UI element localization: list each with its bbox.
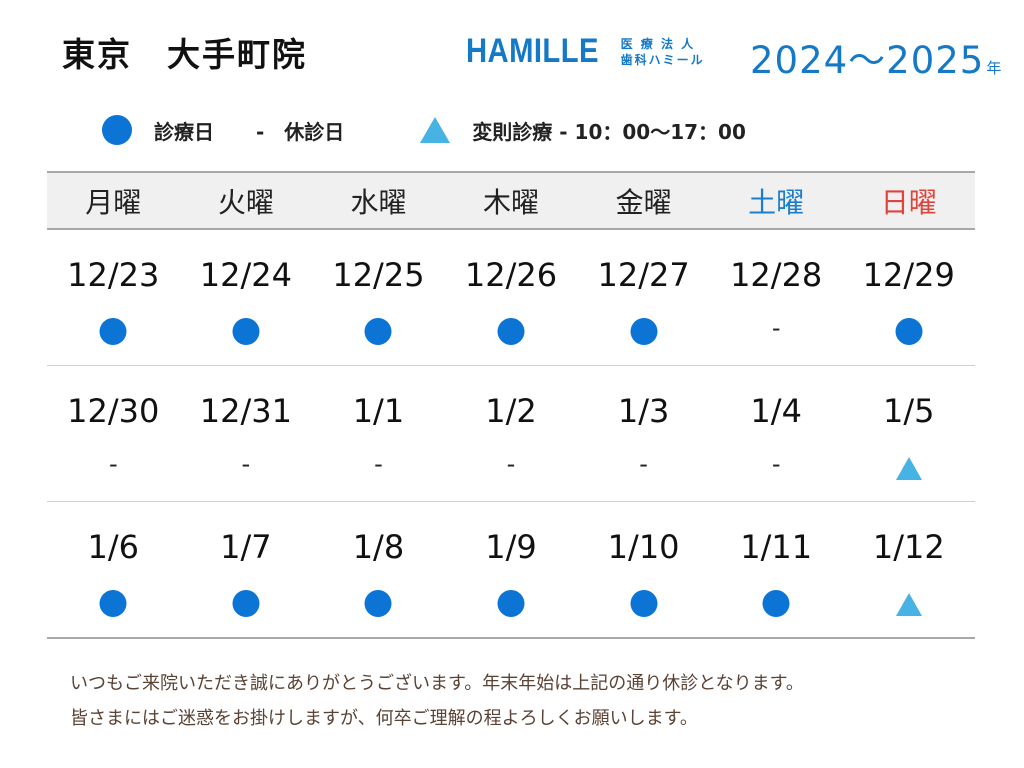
day-cell: 12/25	[312, 230, 445, 365]
holiday-calendar: 月曜 火曜 水曜 木曜 金曜 土曜 日曜 12/23 12/24 12/25 12/2…	[47, 171, 975, 639]
year-range-text: 2024～2025	[750, 39, 985, 82]
weekday-thu: 木曜	[483, 185, 540, 219]
legend-special-label: 変則診療 - 10：00～17：00	[472, 119, 746, 144]
day-cell: 12/29	[842, 230, 975, 365]
date-label: 1/9	[485, 528, 537, 566]
day-cell: 12/28 -	[710, 230, 843, 365]
open-day-dot-icon	[99, 590, 127, 617]
date-label: 1/1	[352, 392, 405, 430]
day-cell: 12/27	[577, 230, 710, 365]
date-label: 12/31	[199, 392, 292, 430]
date-label: 12/23	[67, 256, 160, 294]
date-label: 12/26	[464, 256, 558, 294]
special-day-triangle-icon	[895, 593, 922, 616]
special-day-triangle-icon	[420, 117, 451, 143]
date-label: 12/25	[332, 256, 425, 294]
date-label: 1/10	[607, 528, 680, 566]
weekday-mon: 月曜	[85, 185, 142, 219]
date-label: 1/8	[352, 528, 405, 566]
open-day-dot-icon	[232, 590, 260, 617]
weekday-sun: 日曜	[880, 185, 937, 219]
closed-day-dash: -	[241, 450, 251, 478]
legend: 診療日 - 休診日 変則診療 - 10：00～17：00	[102, 110, 746, 150]
week-row: 12/23 12/24 12/25 12/26 12/27 12/28 - 12/29	[47, 230, 975, 366]
brand-name: HAMILLE	[466, 32, 599, 70]
year-range: 2024～2025 年	[750, 30, 1001, 84]
date-label: 12/30	[67, 392, 160, 430]
open-day-dot-icon	[497, 318, 525, 345]
date-label: 1/5	[883, 392, 935, 430]
brand-sub-line2: 歯科ハミール	[620, 52, 705, 67]
year-suffix: 年	[986, 59, 1002, 77]
open-day-dot-icon	[630, 318, 658, 345]
day-cell: 1/3 -	[577, 366, 710, 501]
notice-line-1: いつもご来院いただき誠にありがとうございます。年末年始は上記の通り休診となります…	[70, 673, 804, 694]
closed-day-dash: -	[639, 450, 648, 478]
day-cell: 12/30 -	[47, 366, 180, 501]
legend-closed-label: - 休診日	[256, 119, 345, 144]
calendar-header: 月曜 火曜 水曜 木曜 金曜 土曜 日曜	[47, 171, 975, 230]
notice-line-2: 皆さまにはご迷惑をお掛けしますが、何卒ご理解の程よろしくお願いします。	[70, 708, 698, 729]
closed-day-dash: -	[506, 450, 516, 478]
day-cell: 1/1 -	[312, 366, 445, 501]
date-label: 12/27	[597, 256, 690, 294]
open-day-dot-icon	[762, 590, 790, 617]
open-day-dot-icon	[364, 318, 392, 345]
date-label: 1/6	[87, 528, 140, 566]
notice-text: いつもご来院いただき誠にありがとうございます。年末年始は上記の通り休診となります…	[70, 666, 804, 736]
brand-sub-line1: 医 療 法 人	[620, 36, 696, 51]
day-cell: 12/26	[445, 230, 578, 365]
day-cell: 1/2 -	[445, 366, 578, 501]
open-day-dot-icon	[364, 590, 392, 617]
date-label: 1/3	[617, 392, 670, 430]
brand-subtitle: 医 療 法 人 歯科ハミール	[621, 36, 705, 68]
date-label: 1/11	[740, 528, 813, 566]
day-cell: 1/12	[842, 502, 975, 637]
date-label: 12/24	[199, 256, 292, 294]
date-label: 12/28	[730, 256, 823, 294]
weekday-wed: 水曜	[350, 185, 407, 219]
date-label: 1/2	[485, 392, 537, 430]
day-cell: 12/31 -	[180, 366, 313, 501]
day-cell: 1/11	[710, 502, 843, 637]
open-day-dot-icon	[99, 318, 127, 345]
clinic-name: 東京 大手町院	[62, 35, 307, 74]
open-day-dot-icon	[630, 590, 658, 617]
day-cell: 1/6	[47, 502, 180, 637]
day-cell: 1/5	[842, 366, 975, 501]
closed-day-dash: -	[374, 450, 383, 478]
weekday-tue: 火曜	[217, 185, 274, 219]
brand-logo: HAMILLE 医 療 法 人 歯科ハミール	[466, 32, 705, 71]
legend-open-label: 診療日	[154, 119, 214, 144]
week-row: 12/30 - 12/31 - 1/1 - 1/2 - 1/3 - 1/4 - 1/5	[47, 366, 975, 502]
closed-day-dash: -	[108, 450, 118, 478]
closed-day-dash: -	[771, 450, 781, 478]
date-label: 1/4	[750, 392, 802, 430]
open-day-dot-icon	[102, 115, 132, 145]
special-day-triangle-icon	[895, 457, 922, 480]
open-day-dot-icon	[232, 318, 260, 345]
date-label: 1/7	[220, 528, 272, 566]
weekday-fri: 金曜	[615, 185, 672, 219]
day-cell: 1/8	[312, 502, 445, 637]
day-cell: 1/10	[577, 502, 710, 637]
date-label: 1/12	[872, 528, 945, 566]
calendar-weeks: 12/23 12/24 12/25 12/26 12/27 12/28 - 12/29 12/3…	[47, 230, 975, 639]
day-cell: 1/9	[445, 502, 578, 637]
open-day-dot-icon	[895, 318, 923, 345]
day-cell: 12/23	[47, 230, 180, 365]
open-day-dot-icon	[497, 590, 525, 617]
week-row: 1/6 1/7 1/8 1/9 1/10 1/11 1/12	[47, 502, 975, 639]
weekday-sat: 土曜	[748, 185, 805, 219]
day-cell: 1/4 -	[710, 366, 843, 501]
day-cell: 12/24	[180, 230, 313, 365]
day-cell: 1/7	[180, 502, 313, 637]
closed-day-dash: -	[771, 314, 781, 342]
date-label: 12/29	[862, 256, 955, 294]
